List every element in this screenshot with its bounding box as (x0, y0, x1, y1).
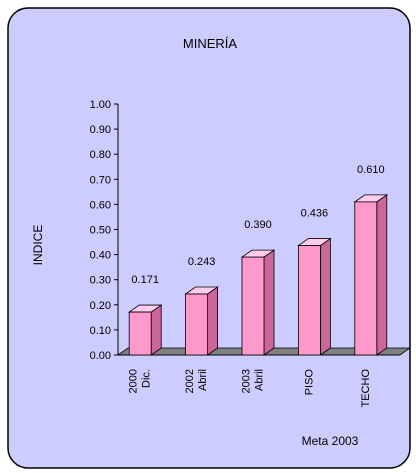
bar-front (241, 256, 265, 356)
data-label: 0.243 (188, 256, 216, 268)
bar-side (263, 249, 275, 356)
x-tick-label: Abril (197, 369, 209, 391)
y-tick-label: 0.10 (90, 325, 111, 337)
meta-annotation: Meta 2003 (302, 434, 359, 448)
bar (353, 194, 389, 356)
x-tick-label: Abril (254, 369, 266, 391)
x-tick-label: 2000 (128, 369, 140, 393)
data-label: 0.171 (131, 274, 159, 286)
x-tick-label: Dic. (141, 369, 153, 388)
x-tick-label: TECHO (360, 369, 372, 408)
data-label: 0.610 (357, 164, 385, 176)
y-tick-label: 0.60 (90, 199, 111, 211)
y-tick-label: 0.20 (90, 300, 111, 312)
data-label: 0.436 (301, 208, 329, 220)
bar-side (207, 286, 219, 356)
y-tick-label: 0.50 (90, 225, 111, 237)
chart-title: MINERÍA (183, 36, 238, 51)
bar-front (185, 293, 209, 356)
bar-side (319, 237, 331, 356)
x-tick-label: 2002 (184, 369, 196, 393)
y-tick-label: 0.90 (90, 124, 111, 136)
y-tick-label: 0.80 (90, 149, 111, 161)
bar-front (297, 245, 321, 356)
bar-front (128, 311, 152, 356)
bar-side (376, 194, 388, 356)
bar (297, 237, 332, 356)
bar (240, 249, 276, 356)
chart-panel (7, 7, 411, 469)
data-label: 0.390 (244, 219, 272, 231)
y-tick-label: 0.30 (90, 275, 111, 287)
bar-front (354, 201, 378, 356)
y-tick-label: 0.70 (90, 174, 111, 186)
y-tick-label: 1.00 (90, 99, 111, 111)
bar (127, 304, 163, 356)
y-tick-label: 0.00 (90, 350, 111, 362)
x-tick-label: PISO (303, 369, 315, 396)
bar (184, 286, 219, 356)
x-tick-label: 2003 (241, 369, 253, 393)
bar-side (150, 304, 162, 356)
y-axis-label: INDICE (31, 225, 45, 266)
y-tick-label: 0.40 (90, 250, 111, 262)
